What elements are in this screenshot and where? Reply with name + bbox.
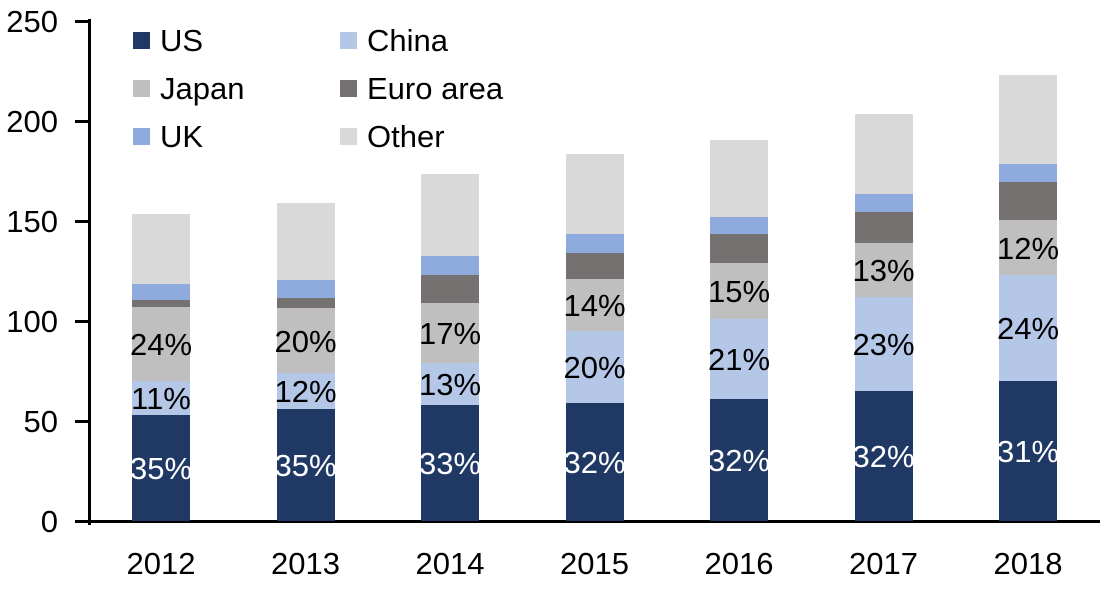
segment-label-china-2017: 23% [852,327,915,362]
y-axis-tick [75,320,88,323]
bar-segment-china-2017 [854,297,913,391]
bar-segment-china-2013 [276,373,335,409]
legend-swatch-us [133,32,150,49]
legend-label-us: US [160,23,204,58]
y-axis-tick-label: 50 [23,404,58,439]
bar-segment-other-2016 [710,140,768,217]
bar-segment-other-2017 [854,114,913,194]
bar-segment-us-2018 [999,381,1057,521]
x-axis-label-2015: 2015 [560,546,629,581]
x-axis-label-2016: 2016 [704,546,774,581]
legend-label-other: Other [367,119,445,154]
bar-segment-euro-area-2016 [710,234,768,263]
x-axis-label-2013: 2013 [271,546,340,581]
legend-swatch-uk [133,128,150,145]
segment-label-us-2017: 32% [852,439,915,474]
x-axis-label-2012: 2012 [126,546,196,581]
segment-label-japan-2013: 20% [274,323,337,359]
segment-label-us-2016: 32% [707,443,771,478]
segment-label-china-2014: 13% [418,367,482,402]
bar-segment-us-2012 [132,415,190,521]
y-axis-tick-label: 250 [6,4,58,39]
bar-segment-us-2017 [854,391,913,521]
bar-segment-uk-2014 [421,256,479,275]
y-axis-tick [75,220,88,223]
legend-label-japan: Japan [160,71,245,106]
segment-label-us-2014: 33% [418,446,482,481]
segment-label-us-2015: 32% [563,445,626,480]
bar-segment-china-2016 [710,319,768,399]
bar-segment-uk-2015 [565,234,624,253]
segment-label-china-2013: 12% [274,374,337,409]
segment-label-japan-2018: 12% [996,230,1060,266]
y-axis-tick-label: 150 [6,204,58,239]
bar-segment-japan-2012 [132,307,190,381]
y-axis-tick [75,420,88,423]
segment-label-us-2012: 35% [129,451,193,486]
bar-segment-japan-2015 [565,279,624,331]
segment-label-china-2018: 24% [996,311,1060,346]
segment-label-japan-2015: 14% [563,288,626,323]
legend-swatch-china [340,32,357,49]
legend-label-euro-area: Euro area [367,71,504,106]
bar-segment-other-2012 [132,214,190,284]
legend-swatch-japan [133,80,150,97]
y-axis-tick-label: 0 [40,504,58,539]
segment-label-us-2013: 35% [274,448,337,483]
bar-segment-us-2015 [565,403,624,521]
bar-segment-us-2014 [421,405,479,521]
bar-segment-uk-2012 [132,284,190,300]
bar-segment-us-2013 [276,409,335,521]
legend-swatch-other [340,128,357,145]
x-axis-label-2018: 2018 [993,546,1063,581]
x-axis-label-2014: 2014 [415,546,485,581]
y-axis-tick [75,20,88,23]
bar-segment-japan-2016 [710,263,768,319]
bar-segment-other-2013 [276,203,335,280]
bar-segment-china-2018 [999,275,1057,381]
bar-segment-japan-2014 [421,303,479,363]
y-axis-tick-label: 100 [6,304,58,339]
y-axis-tick-label: 200 [6,104,58,139]
bar-segment-other-2014 [421,174,479,256]
y-axis-tick [75,120,88,123]
bar-segment-japan-2013 [276,308,335,373]
x-axis-label-2017: 2017 [849,546,918,581]
segment-label-japan-2016: 15% [707,274,771,309]
bar-segment-euro-area-2018 [999,182,1057,220]
legend-swatch-euro-area [340,80,357,97]
segment-label-us-2018: 31% [996,434,1060,469]
bar-segment-uk-2013 [276,280,335,298]
bar-segment-euro-area-2013 [276,298,335,308]
segment-label-japan-2017: 13% [852,253,915,288]
bar-segment-euro-area-2012 [132,300,190,307]
bar-segment-china-2014 [421,363,479,405]
x-axis-line [75,520,1100,523]
bar-segment-us-2016 [710,399,768,521]
segment-label-japan-2014: 17% [418,316,482,351]
bar-segment-euro-area-2017 [854,212,913,243]
legend-label-china: China [367,23,448,58]
bar-segment-euro-area-2014 [421,275,479,303]
segment-label-china-2016: 21% [707,342,771,377]
y-axis-line [88,19,91,525]
segment-label-japan-2012: 24% [129,327,193,362]
legend-label-uk: UK [160,119,204,154]
bar-segment-uk-2017 [854,194,913,212]
segment-label-china-2012: 11% [131,381,191,416]
segment-label-china-2015: 20% [563,350,626,385]
bar-segment-japan-2017 [854,243,913,297]
bar-segment-euro-area-2015 [565,253,624,279]
bar-segment-japan-2018 [999,220,1057,275]
bar-segment-uk-2018 [999,164,1057,182]
bar-segment-china-2012 [132,381,190,415]
bar-segment-uk-2016 [710,217,768,234]
bar-segment-china-2015 [565,331,624,403]
bar-segment-other-2018 [999,75,1057,164]
bar-segment-other-2015 [565,154,624,234]
